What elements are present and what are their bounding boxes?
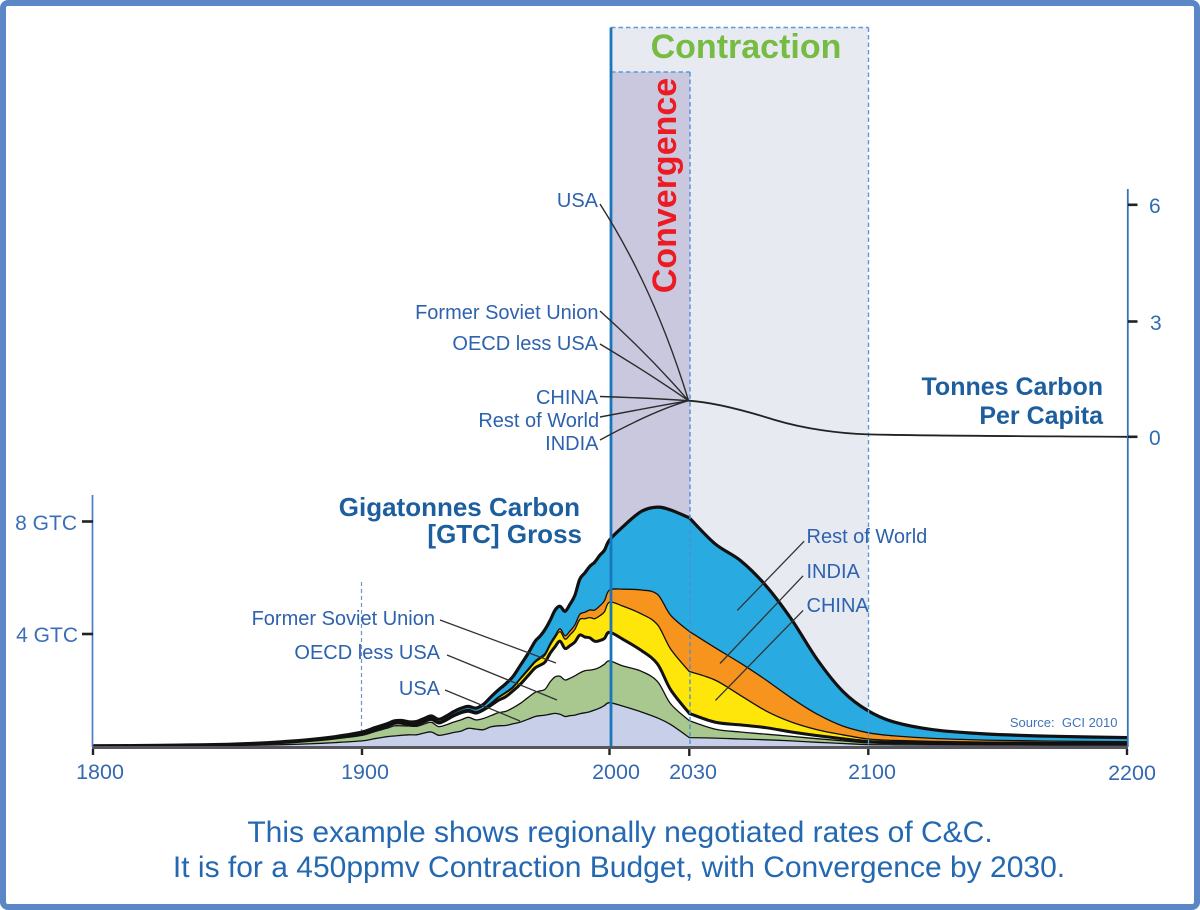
svg-text:[GTC] Gross: [GTC] Gross <box>427 519 582 549</box>
svg-text:2200: 2200 <box>1108 761 1156 785</box>
svg-text:0: 0 <box>1149 427 1161 450</box>
svg-text:2000: 2000 <box>592 760 640 784</box>
svg-text:OECD less USA: OECD less USA <box>294 642 440 664</box>
svg-text:USA: USA <box>399 678 441 700</box>
svg-text:Gigatonnes Carbon: Gigatonnes Carbon <box>339 492 580 522</box>
svg-text:INDIA: INDIA <box>545 433 599 455</box>
svg-text:1900: 1900 <box>341 760 389 784</box>
svg-text:CHINA: CHINA <box>807 595 870 617</box>
svg-text:This example shows regionally: This example shows regionally negotiated… <box>247 816 992 849</box>
svg-text:Contraction: Contraction <box>651 28 842 66</box>
svg-text:Former Soviet Union: Former Soviet Union <box>415 302 598 324</box>
svg-text:1800: 1800 <box>76 760 124 784</box>
svg-text:Former Soviet Union: Former Soviet Union <box>252 608 435 630</box>
svg-text:Convergence: Convergence <box>646 78 684 293</box>
svg-text:CHINA: CHINA <box>536 387 599 409</box>
svg-text:Rest of World: Rest of World <box>478 410 599 432</box>
svg-text:Rest of World: Rest of World <box>807 526 928 548</box>
svg-text:Source: GCI 2010: Source: GCI 2010 <box>1010 715 1118 730</box>
svg-text:Tonnes Carbon: Tonnes Carbon <box>922 373 1103 401</box>
svg-text:2100: 2100 <box>848 760 896 784</box>
svg-text:3: 3 <box>1150 312 1162 335</box>
svg-text:USA: USA <box>557 190 599 212</box>
svg-text:Per Capita: Per Capita <box>979 402 1104 430</box>
svg-text:It is for a 450ppmv Contractio: It is for a 450ppmv Contraction Budget, … <box>173 851 1065 884</box>
svg-text:6: 6 <box>1149 195 1161 218</box>
svg-text:8 GTC: 8 GTC <box>15 512 77 535</box>
svg-text:INDIA: INDIA <box>807 561 861 583</box>
svg-text:2030: 2030 <box>669 760 717 784</box>
svg-text:OECD less USA: OECD less USA <box>452 333 598 355</box>
svg-text:4 GTC: 4 GTC <box>16 624 78 647</box>
